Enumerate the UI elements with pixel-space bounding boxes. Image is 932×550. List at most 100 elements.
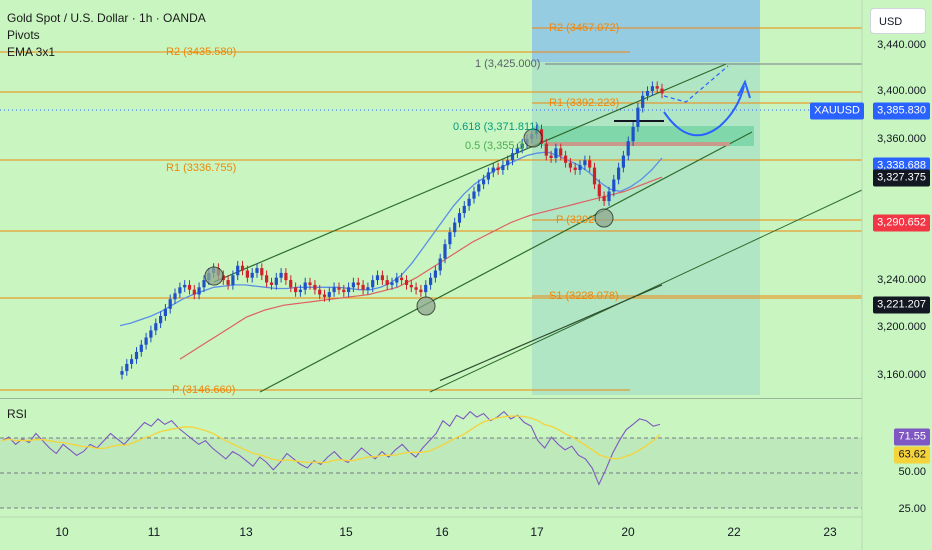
candle-body (125, 363, 129, 372)
candle-body (641, 95, 645, 108)
symbol-title[interactable]: Gold Spot / U.S. Dollar · 1h · OANDA (7, 11, 206, 25)
candle-body (361, 284, 365, 290)
candle-body (231, 275, 235, 285)
price-axis-label: 3,200.000 (877, 321, 926, 333)
candle-body (482, 179, 486, 185)
fib-05-label: 0.5 (3,355.3 (465, 140, 524, 152)
fib-618-label: 0.618 (3,371.811) (453, 121, 540, 133)
price-badge: 3,221.207 (873, 296, 930, 314)
candle-body (467, 198, 471, 206)
projection-arrow (663, 85, 745, 137)
symbol-badge: XAUUSD (810, 102, 864, 120)
candle-body (607, 191, 611, 202)
candle-body (308, 282, 312, 285)
candle-body (419, 289, 423, 293)
candle-body (390, 282, 394, 285)
candle-body (443, 244, 447, 259)
candle-body (506, 160, 510, 166)
candle-body (520, 143, 524, 149)
ema-trend-line (439, 284, 663, 382)
fib-1-label: 1 (3,425.000) (475, 58, 541, 70)
candle-body (375, 275, 380, 281)
fib-zone (532, 126, 754, 146)
candle-body (197, 287, 201, 295)
price-axis-label: 3,400.000 (877, 85, 926, 97)
pane-divider (0, 398, 862, 399)
rsi-axis-label: 25.00 (898, 503, 926, 515)
candle-body (433, 270, 437, 278)
rsi-axis-label: 50.00 (898, 466, 926, 478)
candle-body (347, 287, 351, 293)
candle-body (544, 143, 548, 156)
candle-body (274, 277, 278, 285)
time-axis-label: 13 (239, 525, 253, 539)
alt-projection-arrow (663, 65, 729, 103)
candle-body (472, 191, 476, 199)
time-axis-label: 23 (823, 525, 837, 539)
touch-marker-circle (204, 266, 224, 286)
candle-body (318, 289, 322, 295)
price-axis-label: 3,440.000 (877, 39, 926, 51)
candle-body (294, 287, 298, 293)
rsi-indicator-label[interactable]: RSI (7, 407, 28, 421)
price-badge: 3,327.375 (873, 169, 930, 187)
candle-body (477, 184, 481, 192)
candle-body (660, 88, 664, 94)
pivots-indicator-label[interactable]: Pivots (7, 28, 40, 42)
candle-body (491, 167, 495, 173)
rsi-badge: 71.55 (894, 428, 930, 446)
ema-indicator-label[interactable]: EMA 3x1 (7, 45, 56, 59)
candle-body (183, 284, 187, 288)
trend-line (429, 189, 863, 393)
candle-body (202, 280, 206, 288)
pivot-r1-label: R1 (3336.755) (166, 162, 237, 174)
candle-body (448, 232, 452, 245)
candle-body (578, 165, 582, 170)
price-badge: 3,290.652 (873, 214, 930, 232)
candle-body (501, 165, 505, 170)
candle-body (120, 371, 124, 375)
channel-lower-line (259, 131, 753, 393)
candle-body (289, 280, 293, 288)
candle-body (337, 287, 341, 290)
candle-body (515, 148, 519, 154)
ema-slow-line (179, 176, 663, 360)
candle-body (250, 272, 254, 278)
candle-body (149, 330, 153, 338)
pivot-r1-label: R1 (3392.223) (549, 97, 620, 109)
candle-body (139, 344, 143, 352)
pivot-p-label: P (3146.660) (172, 384, 236, 396)
candle-body (298, 289, 302, 293)
candle-body (597, 184, 601, 197)
candle-body (554, 148, 558, 158)
candle-body (592, 167, 597, 185)
candle-body (631, 126, 635, 142)
candle-body (510, 153, 515, 161)
candle-body (226, 280, 230, 285)
candle-body (134, 351, 139, 360)
pivot-s1-label: S1 (3228.078) (549, 290, 619, 302)
candle-body (144, 337, 148, 345)
candle-body (187, 284, 192, 290)
candle-body (255, 268, 259, 273)
candle-body (303, 282, 307, 290)
price-axis-label: 3,360.000 (877, 133, 926, 145)
pivot-r2-label: R2 (3435.580) (166, 46, 237, 58)
candle-body (260, 268, 264, 276)
candle-body (626, 141, 630, 156)
currency-button[interactable]: USD (870, 8, 926, 34)
channel-upper-line (213, 63, 727, 283)
rsi-ma-line (1, 415, 661, 464)
candle-body (313, 284, 317, 290)
candle-body (612, 179, 616, 192)
candle-body (602, 196, 606, 202)
candle-body (240, 265, 245, 271)
projection-arrowhead (737, 79, 751, 99)
touch-marker-circle (594, 208, 614, 228)
candle-body (462, 205, 466, 214)
time-axis-label: 16 (435, 525, 449, 539)
rsi-line (1, 410, 661, 486)
time-axis-label: 15 (339, 525, 353, 539)
